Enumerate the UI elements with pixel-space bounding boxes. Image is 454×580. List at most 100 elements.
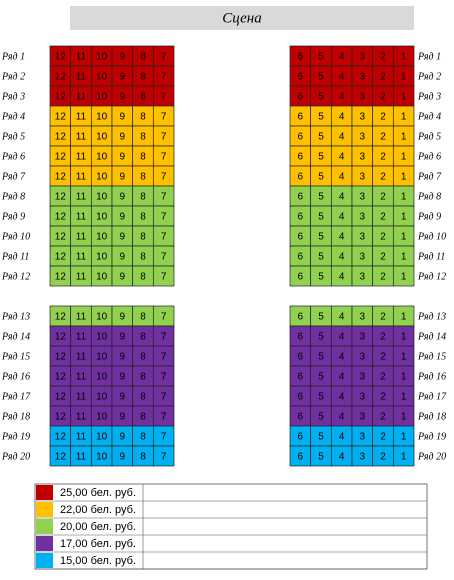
seat-number: 1 [401,352,407,363]
seat-number: 9 [120,272,126,283]
seat-number: 1 [401,152,407,163]
legend-label: 15,00 бел. руб. [60,555,136,567]
seat-number: 11 [76,412,87,423]
row-label: Ряд 9 [1,211,25,222]
row-label: Ряд 10 [1,231,30,242]
seat-number: 12 [55,92,67,103]
seat-number: 6 [298,272,304,283]
legend-label: 22,00 бел. руб. [60,504,136,516]
row-label: Ряд 4 [1,111,25,122]
seat-number: 3 [360,92,366,103]
seat-number: 10 [96,392,108,403]
seat-number: 1 [401,432,407,443]
seat-number: 6 [298,372,304,383]
row-label: Ряд 14 [1,331,30,342]
seat-number: 10 [96,112,108,123]
seat-number: 8 [140,132,146,143]
seat-number: 4 [339,392,345,403]
seat-number: 3 [360,192,366,203]
seat-number: 11 [76,212,87,223]
seat-number: 2 [380,92,386,103]
seat-number: 5 [318,392,324,403]
seat-number: 1 [401,72,407,83]
row-label: Ряд 12 [1,271,30,282]
row-label: Ряд 18 [417,411,446,422]
seat-number: 10 [96,132,108,143]
seat-number: 7 [161,272,167,283]
seat-number: 11 [76,392,87,403]
seat-number: 3 [360,332,366,343]
seat-number: 7 [161,212,167,223]
seat-number: 1 [401,212,407,223]
seat-number: 2 [380,432,386,443]
seat-number: 2 [380,352,386,363]
seat-number: 11 [76,192,87,203]
seat-number: 6 [298,312,304,323]
seat-number: 2 [380,172,386,183]
seat-number: 12 [55,332,67,343]
seat-number: 7 [161,392,167,403]
seat-number: 9 [120,432,126,443]
row-label: Ряд 2 [417,71,441,82]
seat-number: 4 [339,332,345,343]
seat-number: 9 [120,372,126,383]
seat-number: 11 [76,432,87,443]
row-label: Ряд 19 [417,431,446,442]
row-label: Ряд 20 [1,451,30,462]
seat-number: 5 [318,352,324,363]
stage-label: Сцена [222,10,261,26]
seat-number: 12 [55,392,67,403]
seat-number: 1 [401,52,407,63]
seat-number: 4 [339,192,345,203]
seat-number: 12 [55,192,67,203]
row-label: Ряд 7 [1,171,26,182]
row-label: Ряд 8 [417,191,441,202]
seat-number: 10 [96,352,108,363]
seat-number: 2 [380,132,386,143]
seat-number: 12 [55,52,67,63]
seat-number: 5 [318,412,324,423]
row-label: Ряд 19 [1,431,30,442]
seat-number: 7 [161,332,167,343]
seat-number: 11 [76,52,87,63]
seat-number: 5 [318,92,324,103]
seat-number: 8 [140,192,146,203]
seat-number: 12 [55,452,67,463]
seat-number: 2 [380,232,386,243]
seat-number: 7 [161,352,167,363]
seat-number: 5 [318,212,324,223]
seat-number: 7 [161,152,167,163]
seat-number: 2 [380,252,386,263]
seat-number: 8 [140,392,146,403]
seat-number: 12 [55,152,67,163]
seat-number: 8 [140,332,146,343]
seat-number: 11 [76,112,87,123]
seat-number: 12 [55,372,67,383]
seat-number: 3 [360,272,366,283]
seat-number: 11 [76,272,87,283]
seat-number: 11 [76,332,87,343]
seat-number: 10 [96,232,108,243]
row-label: Ряд 3 [417,91,441,102]
seat-number: 2 [380,152,386,163]
seat-number: 9 [120,332,126,343]
seat-number: 12 [55,412,67,423]
seat-number: 7 [161,372,167,383]
seat-number: 2 [380,392,386,403]
seat-number: 2 [380,192,386,203]
seat-number: 10 [96,332,108,343]
seat-number: 4 [339,432,345,443]
seat-number: 9 [120,152,126,163]
seat-number: 1 [401,192,407,203]
seat-number: 7 [161,72,167,83]
seat-number: 12 [55,132,67,143]
seat-number: 7 [161,92,167,103]
seat-number: 10 [96,52,108,63]
seat-number: 2 [380,312,386,323]
seat-number: 3 [360,52,366,63]
legend-swatch [36,553,53,568]
seat-number: 4 [339,372,345,383]
seat-number: 6 [298,392,304,403]
seat-number: 10 [96,152,108,163]
seat-number: 4 [339,252,345,263]
